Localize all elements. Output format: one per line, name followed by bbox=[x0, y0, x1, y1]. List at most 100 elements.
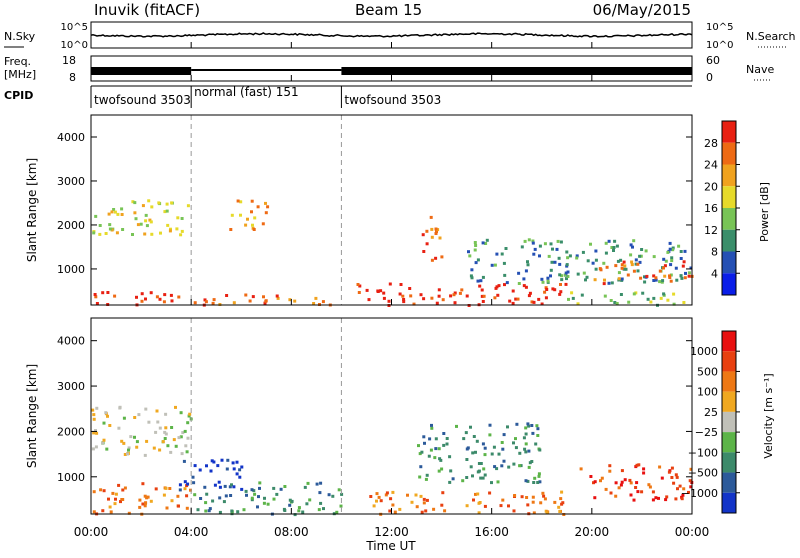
range-cell bbox=[527, 294, 531, 298]
range-cell bbox=[143, 453, 147, 457]
range-cell bbox=[441, 298, 445, 302]
range-cell bbox=[226, 458, 230, 462]
range-cell bbox=[165, 506, 169, 510]
range-cell bbox=[186, 204, 190, 208]
range-cell bbox=[550, 260, 554, 264]
range-cell bbox=[527, 424, 531, 428]
range-cell bbox=[156, 420, 160, 424]
range-cell bbox=[508, 299, 512, 303]
range-cell bbox=[507, 504, 510, 508]
range-cell bbox=[420, 450, 424, 454]
range-cell bbox=[647, 483, 651, 487]
range-cell bbox=[483, 473, 487, 477]
range-cell bbox=[240, 465, 244, 469]
range-cell bbox=[115, 231, 119, 235]
range-cell bbox=[114, 492, 118, 496]
range-cell bbox=[602, 261, 606, 265]
range-cell bbox=[617, 277, 621, 281]
range-cell bbox=[680, 497, 684, 501]
range-cell bbox=[154, 430, 158, 434]
range-cell bbox=[636, 490, 640, 494]
range-cell bbox=[630, 260, 634, 264]
range-cell bbox=[372, 504, 376, 508]
freq-bars bbox=[91, 67, 692, 75]
range-cell bbox=[651, 490, 655, 494]
range-cell bbox=[133, 211, 137, 215]
range-cell bbox=[418, 475, 422, 479]
range-cell bbox=[401, 294, 405, 298]
range-cell bbox=[683, 249, 687, 253]
colorbar-swatch bbox=[722, 371, 736, 392]
range-cell bbox=[485, 238, 489, 242]
range-cell bbox=[409, 294, 413, 298]
range-cell bbox=[252, 228, 256, 231]
cpid-label: CPID bbox=[4, 89, 33, 102]
range-cell bbox=[517, 271, 521, 275]
range-cell bbox=[662, 266, 665, 270]
range-cell bbox=[631, 245, 634, 249]
cpid-segment-label: normal (fast) 151 bbox=[194, 85, 298, 99]
range-cell bbox=[458, 291, 462, 295]
range-cell bbox=[257, 495, 260, 499]
range-cell bbox=[140, 299, 144, 303]
range-cell bbox=[660, 280, 664, 284]
range-cell bbox=[290, 499, 294, 503]
range-cell bbox=[540, 302, 544, 306]
range-cell bbox=[258, 486, 261, 490]
range-cell bbox=[108, 223, 112, 227]
range-cell bbox=[218, 485, 222, 489]
range-cell bbox=[242, 508, 246, 512]
colorbar-tick-label: −500 bbox=[688, 467, 718, 480]
range-cell bbox=[275, 492, 279, 496]
range-cell bbox=[617, 271, 621, 275]
range-cell bbox=[579, 467, 583, 471]
range-cell bbox=[474, 261, 478, 265]
range-cell bbox=[613, 239, 617, 243]
range-cell bbox=[422, 435, 426, 439]
range-cell bbox=[609, 491, 613, 495]
velocity-colorbar: 1000 500 100 25 −25 −100 −500 −1000 bbox=[681, 330, 740, 514]
range-cell bbox=[671, 248, 675, 252]
range-cell bbox=[492, 445, 496, 449]
range-cell bbox=[127, 511, 131, 515]
range-cell bbox=[276, 296, 280, 300]
range-cell bbox=[358, 284, 362, 288]
colorbar-swatch bbox=[722, 472, 736, 493]
colorbar-swatch bbox=[722, 142, 736, 165]
range-cell bbox=[670, 476, 674, 479]
range-cell bbox=[624, 267, 628, 271]
range-cell bbox=[425, 229, 429, 233]
range-cell bbox=[518, 451, 522, 455]
range-cell bbox=[599, 268, 603, 272]
x-tick-label: 20:00 bbox=[575, 525, 610, 539]
range-cell bbox=[455, 424, 458, 428]
range-cell bbox=[225, 294, 229, 297]
range-cell bbox=[253, 216, 257, 220]
range-cell bbox=[634, 262, 638, 266]
range-cell bbox=[448, 480, 452, 484]
range-cell bbox=[565, 263, 569, 267]
range-cell bbox=[169, 293, 173, 297]
range-cell bbox=[512, 462, 516, 466]
range-cell bbox=[375, 492, 379, 496]
range-cell bbox=[526, 260, 529, 264]
range-cell bbox=[107, 497, 110, 501]
range-cell bbox=[129, 435, 133, 439]
range-cell bbox=[162, 493, 166, 497]
range-cell bbox=[516, 297, 520, 301]
range-cell bbox=[166, 444, 170, 448]
range-cell bbox=[665, 495, 669, 499]
range-cell bbox=[608, 469, 612, 473]
range-cell bbox=[604, 251, 608, 255]
range-cell bbox=[530, 424, 534, 427]
range-cell bbox=[537, 474, 541, 478]
range-cell bbox=[113, 294, 117, 298]
range-cell bbox=[546, 276, 550, 280]
range-cell bbox=[117, 483, 121, 487]
colorbar-tick-label: 20 bbox=[704, 180, 718, 193]
range-cell bbox=[217, 480, 221, 484]
range-cell bbox=[122, 441, 126, 445]
range-cell bbox=[678, 484, 682, 488]
range-cell bbox=[250, 199, 254, 203]
range-cell bbox=[327, 493, 331, 497]
